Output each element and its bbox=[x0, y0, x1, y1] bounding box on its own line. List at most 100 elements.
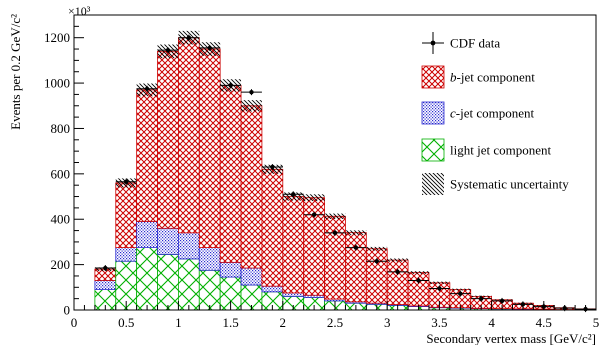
x-tick-label: 4.5 bbox=[536, 315, 552, 330]
data-points-layer bbox=[94, 34, 596, 313]
b-jet-bar bbox=[198, 48, 221, 248]
light-jet-bar bbox=[198, 269, 221, 311]
data-point bbox=[437, 286, 442, 291]
c-jet-bar bbox=[177, 232, 200, 260]
systematic-band bbox=[387, 258, 409, 262]
legend-swatch bbox=[421, 101, 445, 125]
legend-swatch bbox=[422, 173, 444, 195]
x-axis-ticks: 0 0.5 1 1.5 2 2.5 3 3.5 4 4.5 5 bbox=[71, 301, 600, 330]
data-point bbox=[395, 269, 400, 275]
data-point bbox=[291, 192, 296, 197]
x-tick-label: 0 bbox=[71, 315, 78, 330]
y-axis-multiplier: ×10³ bbox=[68, 4, 91, 18]
y-tick-label: 800 bbox=[51, 121, 71, 136]
x-tick-label: 4 bbox=[488, 315, 495, 330]
data-point bbox=[249, 89, 254, 95]
legend-label: light jet component bbox=[450, 143, 551, 158]
b-jet-bar bbox=[219, 84, 242, 263]
b-jet-bar bbox=[157, 50, 179, 229]
c-jet-bar bbox=[198, 247, 221, 271]
c-jet-bar bbox=[261, 285, 284, 293]
systematic-band bbox=[428, 281, 450, 284]
x-tick-label: 3 bbox=[384, 315, 391, 330]
legend-label: CDF data bbox=[450, 36, 500, 51]
x-tick-label: 1.5 bbox=[222, 315, 238, 330]
b-jet-bar bbox=[136, 89, 158, 222]
legend-entry: b-jet component bbox=[421, 65, 535, 89]
b-jet-bar bbox=[282, 196, 305, 294]
data-point bbox=[165, 47, 171, 53]
data-point bbox=[186, 35, 192, 40]
systematic-band bbox=[324, 213, 346, 220]
c-jet-bar bbox=[157, 227, 179, 255]
systematic-band bbox=[449, 288, 471, 291]
light-jet-bar bbox=[157, 254, 179, 311]
y-tick-label: 400 bbox=[51, 212, 71, 227]
legend-entry: light jet component bbox=[421, 138, 551, 162]
y-tick-label: 1200 bbox=[44, 30, 70, 45]
data-point bbox=[353, 245, 359, 250]
legend-label: c-jet component bbox=[450, 106, 535, 121]
y-tick-label: 600 bbox=[51, 166, 71, 181]
c-jet-bar bbox=[240, 267, 263, 286]
b-jet-bar bbox=[345, 232, 367, 303]
systematic-band bbox=[366, 246, 388, 251]
x-tick-label: 2.5 bbox=[327, 315, 343, 330]
light-jet-bar bbox=[136, 247, 158, 311]
data-point bbox=[520, 302, 526, 307]
legend-label-rest: -jet component bbox=[456, 106, 535, 121]
b-jet-bar bbox=[261, 168, 284, 287]
x-tick-label: 5 bbox=[593, 315, 600, 330]
data-point bbox=[124, 179, 129, 184]
data-point bbox=[332, 230, 338, 236]
systematic-band bbox=[345, 230, 367, 235]
b-jet-bar bbox=[324, 215, 346, 300]
b-jet-bar bbox=[115, 182, 138, 248]
data-point bbox=[499, 298, 505, 304]
x-tick-label: 2 bbox=[280, 315, 287, 330]
data-point bbox=[270, 164, 275, 170]
y-tick-label: 200 bbox=[51, 257, 71, 272]
b-jet-bar bbox=[177, 37, 200, 234]
legend-label: Systematic uncertainty bbox=[450, 177, 569, 192]
x-tick-label: 0.5 bbox=[118, 315, 134, 330]
y-tick-label: 1000 bbox=[44, 76, 70, 91]
systematic-band bbox=[303, 194, 325, 202]
data-point bbox=[478, 296, 484, 301]
data-point bbox=[458, 291, 463, 296]
systematic-band bbox=[241, 100, 262, 112]
data-point bbox=[144, 86, 150, 91]
legend-label-italic: b bbox=[450, 70, 457, 85]
c-jet-bar bbox=[282, 292, 305, 297]
c-jet-bar bbox=[219, 261, 242, 278]
legend-label: b-jet component bbox=[450, 70, 535, 85]
c-jet-bar bbox=[94, 280, 117, 290]
light-jet-bar bbox=[177, 258, 200, 311]
legend-entry: Systematic uncertainty bbox=[422, 173, 569, 195]
c-jet-bar bbox=[136, 221, 158, 248]
c-jet-bar bbox=[115, 247, 138, 262]
b-jet-bar bbox=[240, 105, 263, 269]
legend-data-marker bbox=[430, 40, 436, 46]
legend-swatch bbox=[421, 138, 445, 162]
y-axis-label: Events per 0.2 GeV/c² bbox=[8, 14, 23, 130]
data-point bbox=[416, 278, 421, 283]
x-tick-label: 1 bbox=[175, 315, 182, 330]
data-point bbox=[374, 259, 379, 264]
y-tick-label: 0 bbox=[64, 303, 71, 318]
x-axis-label: Secondary vertex mass [GeV/c²] bbox=[426, 331, 596, 345]
b-jet-bar bbox=[365, 248, 388, 304]
x-tick-label: 3.5 bbox=[431, 315, 447, 330]
legend-entry: c-jet component bbox=[421, 101, 535, 125]
data-point bbox=[103, 265, 108, 271]
data-point bbox=[207, 45, 212, 51]
systematic-band bbox=[408, 271, 429, 274]
legend-label-italic: c bbox=[450, 106, 456, 121]
legend-swatch bbox=[421, 65, 445, 89]
b-jet-bar bbox=[386, 259, 409, 305]
data-point bbox=[311, 212, 317, 217]
data-point bbox=[228, 83, 233, 88]
legend-label-rest: -jet component bbox=[457, 70, 536, 85]
